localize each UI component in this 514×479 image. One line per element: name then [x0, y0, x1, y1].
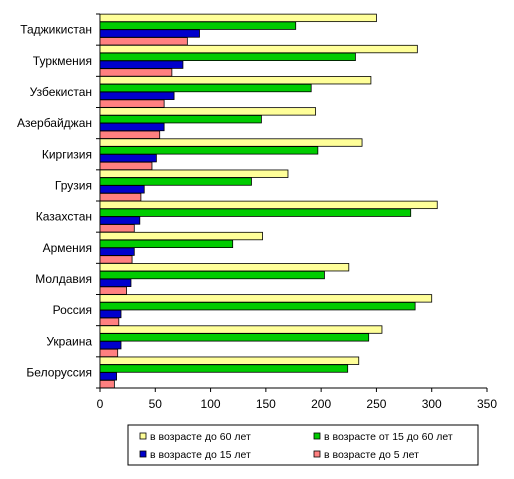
bar [99, 325, 383, 334]
bar [99, 177, 252, 186]
bar [99, 37, 188, 46]
bar [99, 333, 370, 342]
bar [99, 302, 416, 311]
bar [99, 317, 120, 326]
category-label: Молдавия [35, 272, 92, 286]
bar [99, 29, 200, 38]
bar [99, 309, 122, 319]
bar [99, 115, 262, 124]
bar [99, 138, 363, 147]
bar [99, 13, 377, 23]
bar [99, 200, 438, 210]
bar [99, 348, 119, 358]
category-label: Таджикистан [20, 23, 92, 37]
bar [99, 239, 234, 249]
x-tick-label: 0 [97, 397, 104, 411]
bar [99, 169, 289, 178]
category-label: Узбекистан [30, 85, 92, 99]
category-label: Туркмения [33, 54, 92, 68]
x-tick-label: 250 [366, 397, 386, 411]
legend-label: в возрасте до 15 лет [150, 449, 251, 461]
x-tick-label: 200 [311, 397, 331, 411]
bar [99, 153, 157, 163]
category-label: Грузия [55, 178, 92, 192]
category-label: Армения [43, 241, 92, 255]
category-label: Россия [53, 303, 92, 317]
legend-label: в возрасте до 5 лет [324, 449, 419, 461]
bar [99, 364, 349, 373]
bar [99, 21, 297, 30]
bar [99, 107, 317, 116]
bar [99, 161, 153, 171]
bar [99, 192, 142, 202]
bar [99, 60, 184, 69]
bar [99, 185, 145, 194]
bar [99, 83, 312, 93]
legend-label: в возрасте до 60 лет [150, 431, 251, 443]
bar [99, 379, 115, 389]
legend-swatch [139, 432, 147, 440]
legend-swatch [313, 432, 321, 440]
legend-swatch [139, 450, 147, 458]
bar [99, 99, 165, 108]
bar [99, 44, 418, 54]
x-tick-label: 300 [422, 397, 442, 411]
bar [99, 68, 173, 77]
category-label: Казахстан [36, 210, 92, 224]
x-tick-label: 100 [201, 397, 221, 411]
bar [99, 231, 263, 241]
x-tick-label: 50 [149, 397, 163, 411]
bar [99, 278, 132, 287]
category-label: Киргизия [42, 147, 92, 161]
bar [99, 130, 161, 139]
category-label: Азербайджан [17, 116, 92, 130]
x-tick-label: 150 [256, 397, 276, 411]
category-label: Белоруссия [26, 365, 92, 379]
bar [99, 255, 133, 264]
bar [99, 372, 117, 381]
bar [99, 76, 372, 85]
legend-label: в возрасте от 15 до 60 лет [324, 431, 453, 443]
bar [99, 146, 319, 155]
category-label: Украина [46, 334, 92, 348]
bar [99, 208, 412, 217]
legend-box [127, 424, 479, 466]
bar [99, 263, 350, 272]
bar [99, 356, 360, 365]
bar [99, 91, 175, 100]
bar [99, 122, 165, 132]
bar [99, 340, 122, 350]
bar [99, 294, 433, 303]
x-tick-label: 350 [477, 397, 497, 411]
bar [99, 247, 135, 256]
bar [99, 224, 135, 233]
legend-swatch [313, 450, 321, 458]
bar [99, 270, 325, 280]
bar [99, 286, 127, 295]
bar [99, 216, 141, 225]
bar [99, 52, 356, 61]
